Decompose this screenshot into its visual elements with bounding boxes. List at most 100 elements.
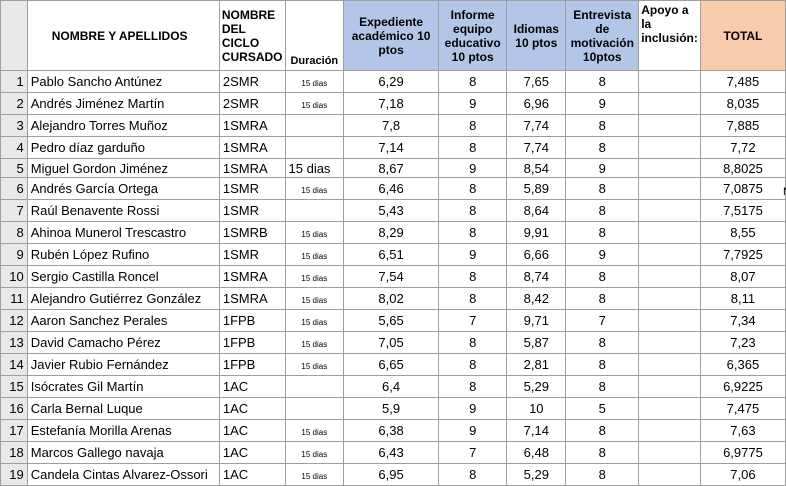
cell: 15 dias [284, 441, 345, 464]
table-row: 11 Alejandro Gutiérrez González 1SMRA 15 di… [0, 287, 786, 310]
header-cell: NOMBRE Y APELLIDOS [26, 0, 220, 71]
cell: 6,65 [343, 353, 440, 376]
cell: 7 [438, 309, 508, 332]
cell: 6,51 [343, 243, 440, 266]
cell: 6,29 [343, 70, 440, 93]
cell: 8 [438, 221, 508, 244]
cell: 1SMRA [218, 287, 286, 310]
cell: 8 [565, 199, 640, 222]
cell: 6,96 [506, 92, 567, 115]
table-row: 13 David Camacho Pérez 1FPB 15 dias 7,05 8 5,8… [0, 331, 786, 354]
row-number: 2 [0, 92, 28, 115]
cell: 8 [438, 463, 508, 486]
cell: 9,71 [506, 309, 567, 332]
cell: 8 [438, 353, 508, 376]
cell: 8 [565, 419, 640, 442]
overflow-text: N [783, 186, 786, 198]
cell: 5,29 [506, 463, 567, 486]
cell: Candela Cintas Alvarez-Ossori [26, 463, 220, 486]
header-cell: Expediente académico 10 ptos [343, 0, 440, 71]
row-number: 18 [0, 441, 28, 464]
cell: 8 [438, 265, 508, 288]
cell: 1SMRA [218, 136, 286, 159]
cell: 8 [565, 441, 640, 464]
cell: Aaron Sanchez Perales [26, 309, 220, 332]
cell [638, 199, 701, 222]
cell: 9 [438, 92, 508, 115]
cell: 7,8 [343, 114, 440, 137]
cell [638, 221, 701, 244]
cell: 1AC [218, 375, 286, 398]
cell: 7,06 [699, 463, 786, 486]
row-number: 17 [0, 419, 28, 442]
cell: 10 [506, 397, 567, 420]
cell [638, 70, 701, 93]
cell: 8,07 [699, 265, 786, 288]
cell [638, 309, 701, 332]
cell: 15 dias [284, 463, 345, 486]
cell: 1AC [218, 397, 286, 420]
cell: Andrés García Ortega [26, 177, 220, 200]
cell: 9 [565, 158, 640, 178]
header-cell: Idiomas 10 ptos [506, 0, 567, 71]
cell: David Camacho Pérez [26, 331, 220, 354]
cell: 1AC [218, 463, 286, 486]
row-number: 19 [0, 463, 28, 486]
cell: 8 [438, 177, 508, 200]
table-row: 7 Raúl Benavente Rossi 1SMR 5,43 8 8,64 8 7,517… [0, 199, 786, 222]
cell [638, 331, 701, 354]
cell: 1SMR [218, 177, 286, 200]
table-row: 1 Pablo Sancho Antúnez 2SMR 15 dias 6,29 8 7,6… [0, 70, 786, 93]
cell: 15 dias [284, 243, 345, 266]
cell: Alejandro Gutiérrez González [26, 287, 220, 310]
cell: 15 dias [284, 92, 345, 115]
cell: 7 [438, 441, 508, 464]
cell: 1AC [218, 441, 286, 464]
cell: 8 [565, 287, 640, 310]
cell: 6,95 [343, 463, 440, 486]
cell [638, 397, 701, 420]
row-number: 11 [0, 287, 28, 310]
header-cell: Duración [284, 0, 345, 71]
cell: Ahinoa Munerol Trescastro [26, 221, 220, 244]
cell: Carla Bernal Luque [26, 397, 220, 420]
cell: 8 [565, 353, 640, 376]
cell: Marcos Gallego navaja [26, 441, 220, 464]
cell: 8 [438, 70, 508, 93]
cell: 7,05 [343, 331, 440, 354]
header-cell: Entrevista de motivación 10ptos [565, 0, 640, 71]
cell: 7,74 [506, 114, 567, 137]
cell [284, 114, 345, 137]
cell: 9 [438, 419, 508, 442]
cell: 8,74 [506, 265, 567, 288]
cell: 1FPB [218, 309, 286, 332]
row-number: 15 [0, 375, 28, 398]
cell: 8,64 [506, 199, 567, 222]
cell: 8 [438, 287, 508, 310]
cell: 8 [438, 114, 508, 137]
cell: 15 dias [284, 221, 345, 244]
table-body: 1 Pablo Sancho Antúnez 2SMR 15 dias 6,29 8 7,6… [0, 70, 786, 486]
cell: 8 [438, 199, 508, 222]
table-row: 6 Andrés García Ortega 1SMR 15 dias 6,46 8 5,8… [0, 177, 786, 200]
row-number: 10 [0, 265, 28, 288]
cell: 15 dias [284, 331, 345, 354]
cell: 6,66 [506, 243, 567, 266]
cell: Andrés Jiménez Martín [26, 92, 220, 115]
cell: Estefanía Morilla Arenas [26, 419, 220, 442]
cell: 8,42 [506, 287, 567, 310]
cell: 8 [565, 221, 640, 244]
cell: 7,885 [699, 114, 786, 137]
cell [284, 375, 345, 398]
cell: 1SMRA [218, 114, 286, 137]
cell: 5,9 [343, 397, 440, 420]
cell: 7,23 [699, 331, 786, 354]
cell: 8 [565, 177, 640, 200]
cell: 7,5175 [699, 199, 786, 222]
row-number: 4 [0, 136, 28, 159]
cell: 8 [565, 70, 640, 93]
cell [638, 441, 701, 464]
table-row: 19 Candela Cintas Alvarez-Ossori 1AC 15 dia… [0, 463, 786, 486]
cell: 5,65 [343, 309, 440, 332]
